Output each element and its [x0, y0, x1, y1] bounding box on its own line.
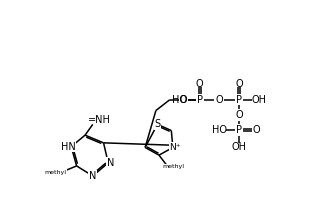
Text: OH: OH [232, 143, 247, 152]
Text: =NH: =NH [87, 115, 110, 125]
Text: O: O [253, 125, 261, 135]
Text: P: P [197, 95, 203, 105]
Text: methyl: methyl [45, 170, 67, 175]
Text: N: N [89, 171, 96, 181]
Text: N: N [107, 158, 114, 168]
Text: HO: HO [172, 95, 187, 105]
Text: HO: HO [211, 125, 227, 135]
Text: O: O [235, 78, 243, 89]
Text: P: P [236, 125, 242, 135]
Text: S: S [154, 119, 160, 129]
Text: O: O [215, 95, 223, 105]
Text: P: P [236, 95, 242, 105]
Text: OH: OH [252, 95, 267, 105]
Text: O: O [180, 95, 187, 105]
Text: O: O [235, 110, 243, 120]
Text: O: O [196, 78, 204, 89]
Text: methyl: methyl [163, 164, 184, 169]
Text: N⁺: N⁺ [169, 143, 181, 152]
Text: HN: HN [61, 142, 75, 152]
